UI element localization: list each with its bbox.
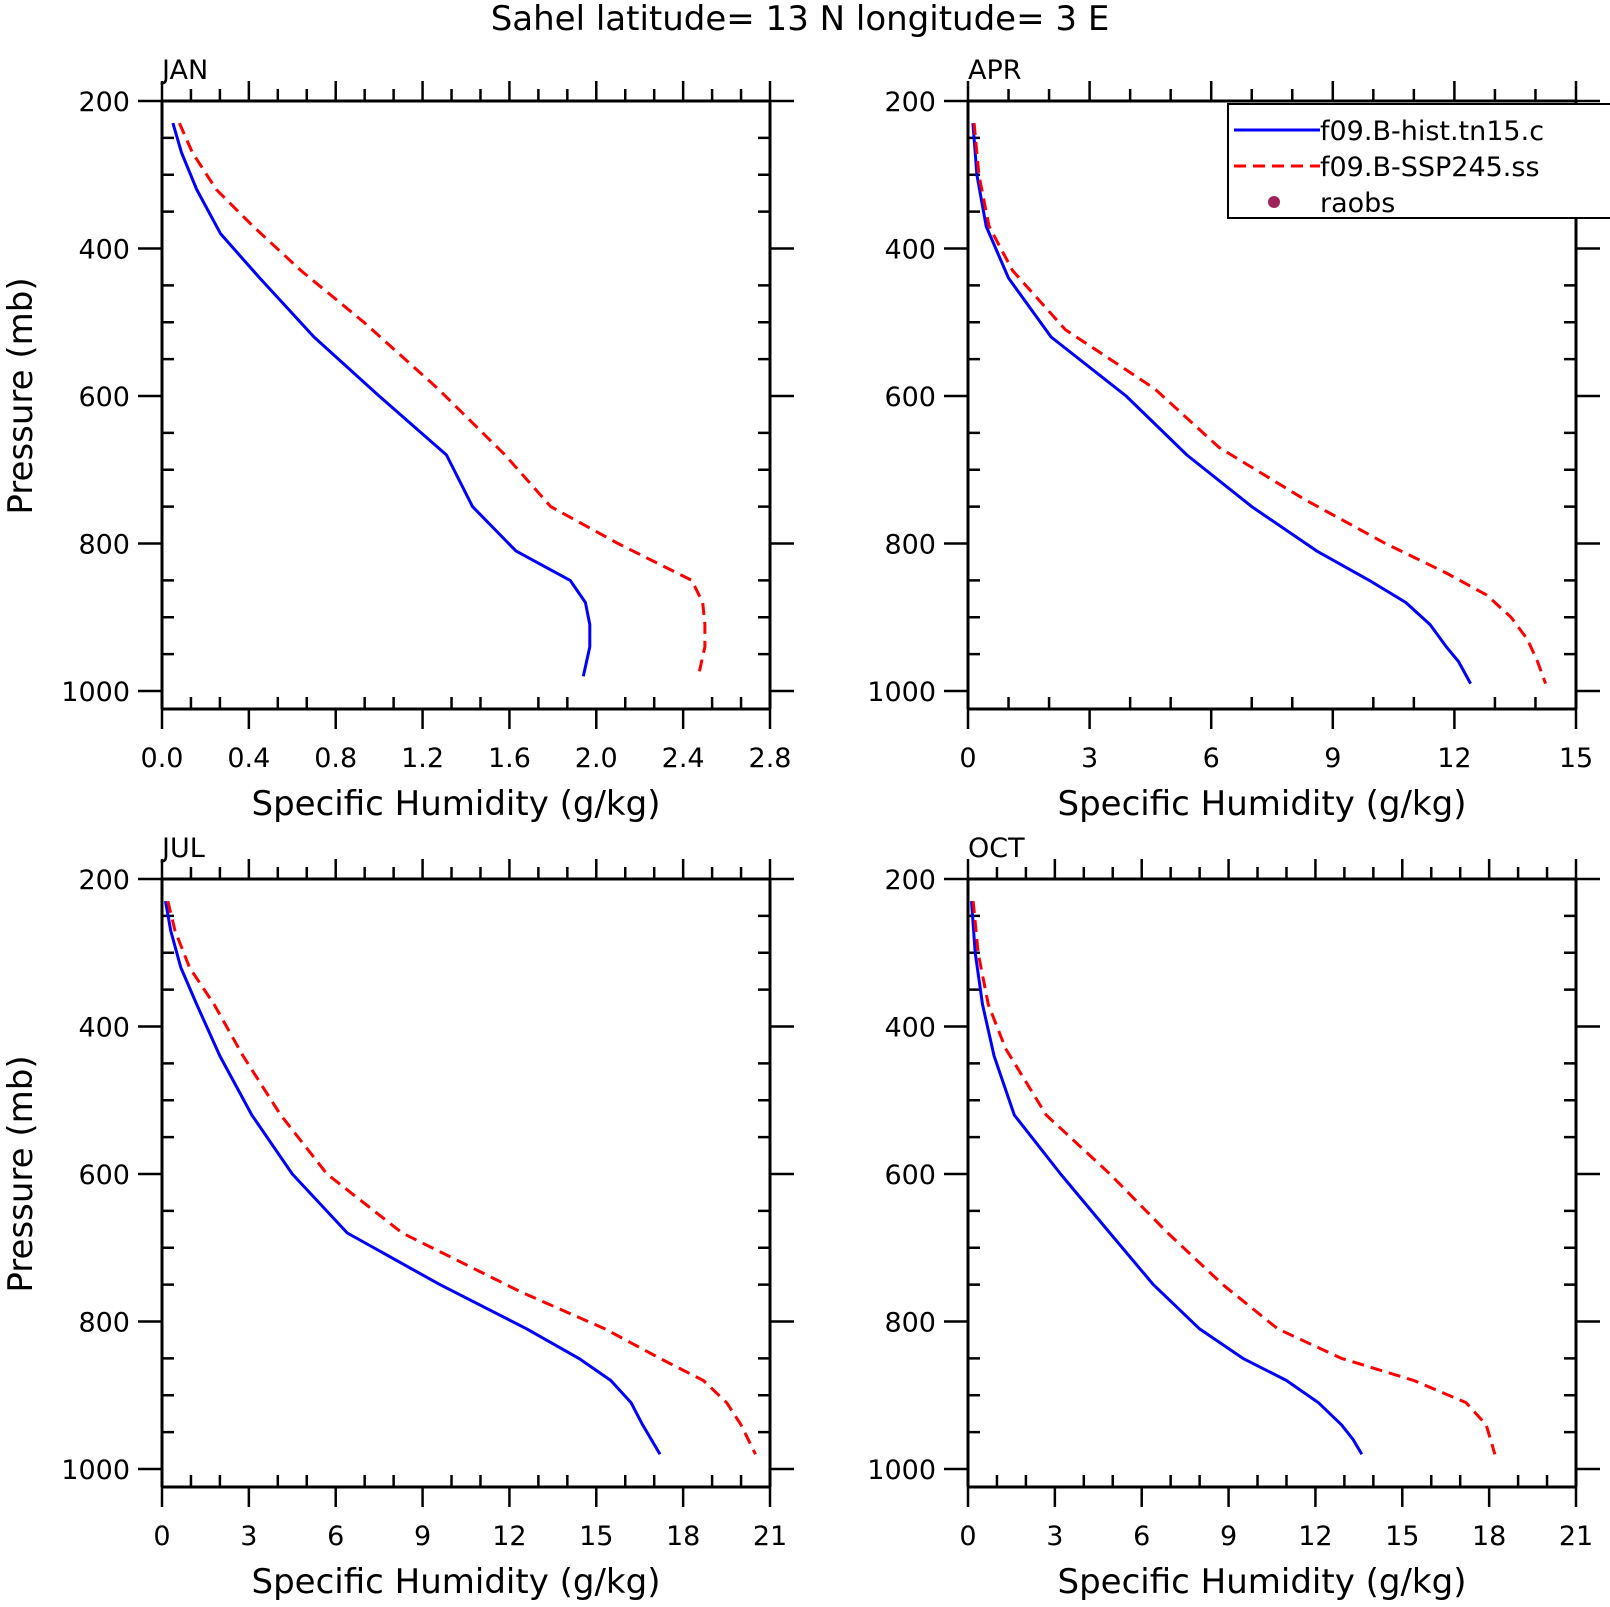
legend-marker — [1268, 196, 1280, 208]
y-tick-label: 400 — [78, 235, 130, 266]
series-line — [171, 122, 592, 677]
y-tick-label: 200 — [884, 87, 936, 118]
legend-label: f09.B-hist.tn15.c — [1320, 116, 1544, 147]
y-tick-label: 200 — [884, 865, 936, 896]
x-tick-label: 0 — [959, 1521, 976, 1552]
x-tick-label: 1.2 — [401, 743, 444, 774]
y-tick-label: 600 — [78, 1160, 130, 1191]
panel-label: APR — [968, 55, 1022, 86]
x-tick-label: 6 — [1133, 1521, 1150, 1552]
panel-oct: 200 400 600 800 1000 0 3 6 9 12 15 18 21 OCT Specific … — [867, 833, 1600, 1602]
panel-label: JAN — [160, 55, 208, 86]
x-tick-label: 9 — [1220, 1521, 1237, 1552]
panel-label: JUL — [160, 833, 205, 864]
y-tick-label: 200 — [78, 87, 130, 118]
x-tick-label: 21 — [1559, 1521, 1593, 1552]
x-axis-title: Specific Humidity (g/kg) — [252, 1562, 661, 1602]
y-tick-label: 400 — [78, 1013, 130, 1044]
x-tick-label: 3 — [240, 1521, 257, 1552]
y-tick-label: 400 — [884, 235, 936, 266]
legend-label: raobs — [1320, 188, 1395, 219]
x-tick-label: 9 — [414, 1521, 431, 1552]
x-tick-label: 12 — [1437, 743, 1471, 774]
figure-title: Sahel latitude= 13 N longitude= 3 E — [491, 0, 1110, 39]
x-tick-label: 1.6 — [488, 743, 531, 774]
x-tick-label: 0 — [153, 1521, 170, 1552]
x-axis-title: Specific Humidity (g/kg) — [1058, 784, 1467, 824]
x-tick-label: 6 — [1203, 743, 1220, 774]
x-tick-label: 2.0 — [575, 743, 618, 774]
series-line — [972, 122, 1548, 685]
series-line — [970, 900, 1364, 1456]
y-tick-label: 1000 — [61, 1455, 130, 1486]
x-tick-label: 18 — [666, 1521, 700, 1552]
x-axis-title: Specific Humidity (g/kg) — [1058, 1562, 1467, 1602]
series-line — [971, 122, 1472, 685]
x-tick-label: 12 — [492, 1521, 526, 1552]
x-tick-label: 2.8 — [749, 743, 792, 774]
y-axis-title: Pressure (mb) — [1, 277, 41, 514]
y-tick-label: 600 — [884, 1160, 936, 1191]
panel-label: OCT — [968, 833, 1025, 864]
series-line — [164, 900, 662, 1456]
x-tick-label: 12 — [1298, 1521, 1332, 1552]
x-tick-label: 18 — [1472, 1521, 1506, 1552]
x-tick-label: 3 — [1081, 743, 1098, 774]
x-tick-label: 6 — [327, 1521, 344, 1552]
legend-label: f09.B-SSP245.ss — [1320, 152, 1540, 183]
series-line — [971, 900, 1497, 1455]
x-tick-label: 15 — [1559, 743, 1593, 774]
x-tick-label: 15 — [1385, 1521, 1419, 1552]
legend: f09.B-hist.tn15.c f09.B-SSP245.ss raobs — [1227, 103, 1610, 219]
x-tick-label: 15 — [579, 1521, 613, 1552]
x-tick-label: 0.0 — [141, 743, 184, 774]
y-tick-label: 800 — [884, 1308, 936, 1339]
y-tick-label: 1000 — [867, 677, 936, 708]
y-tick-label: 1000 — [867, 1455, 936, 1486]
y-tick-label: 1000 — [61, 677, 130, 708]
y-tick-label: 800 — [78, 530, 130, 561]
panel-apr: 200 400 600 800 1000 0 3 6 9 12 15 APR Specific Humi… — [867, 55, 1600, 824]
series-line — [178, 122, 707, 677]
y-tick-label: 400 — [884, 1013, 936, 1044]
x-tick-label: 0.8 — [314, 743, 357, 774]
x-axis-title: Specific Humidity (g/kg) — [252, 784, 661, 824]
y-tick-label: 600 — [78, 382, 130, 413]
x-tick-label: 3 — [1046, 1521, 1063, 1552]
y-tick-label: 600 — [884, 382, 936, 413]
x-tick-label: 0.4 — [227, 743, 270, 774]
x-tick-label: 2.4 — [662, 743, 705, 774]
x-tick-label: 21 — [753, 1521, 787, 1552]
y-tick-label: 800 — [884, 530, 936, 561]
x-tick-label: 9 — [1324, 743, 1341, 774]
series-line — [166, 900, 757, 1455]
legend-box — [1227, 103, 1610, 219]
y-tick-label: 200 — [78, 865, 130, 896]
y-axis-title: Pressure (mb) — [1, 1055, 41, 1292]
y-tick-label: 800 — [78, 1308, 130, 1339]
panel-jul: 200 400 600 800 1000 0 3 6 9 12 15 18 21 JUL Specific … — [1, 833, 794, 1602]
x-tick-label: 0 — [959, 743, 976, 774]
panel-jan: 200 400 600 800 1000 0.0 0.4 0.8 1.2 1.6 2.0 2.4 2.8… — [1, 55, 794, 824]
